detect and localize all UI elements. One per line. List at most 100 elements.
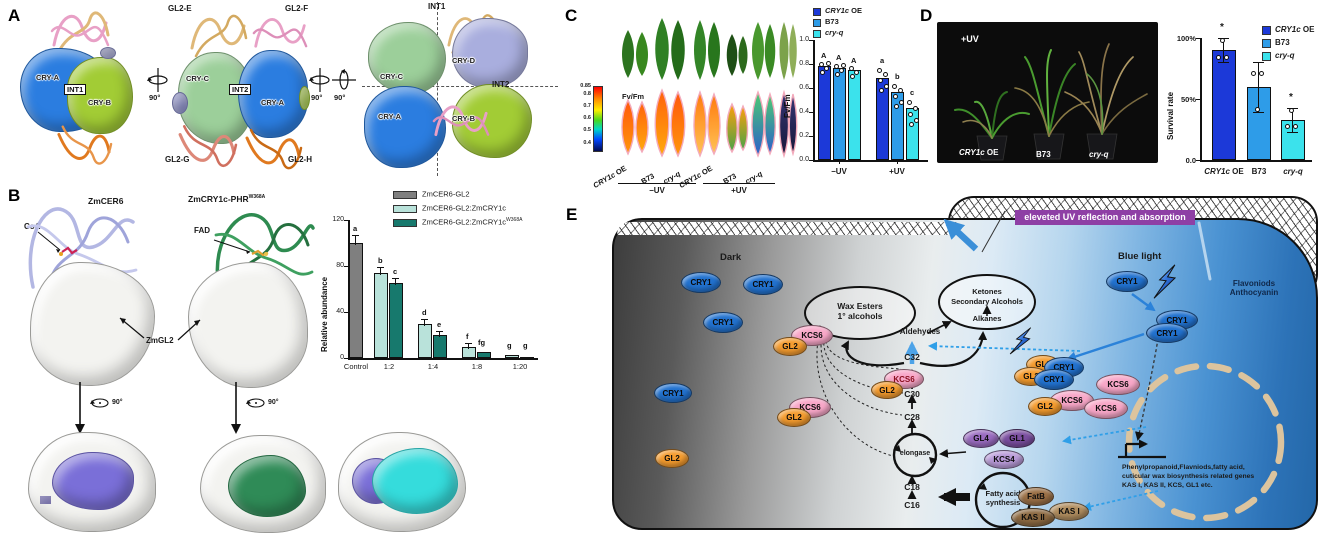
xtick-minusuv: −UV [831,167,847,176]
bar-1-8-light [462,347,476,358]
gl2-oval: GL2 [777,408,811,427]
chart-b-yaxis [348,220,350,358]
panel-e-label: E [566,205,578,224]
gl2-oval: GL2 [655,449,689,468]
ytick: 0.2 [799,132,809,139]
label-gl2-f: GL2-F [285,4,309,13]
fvfm-colorbar [593,86,603,152]
down-arrow [231,382,241,434]
ytick: 40 [336,308,344,315]
sig-letter: d [422,308,427,317]
bar-1-4-dark [433,335,447,358]
legend-label: cry-q [825,28,844,37]
cartoon-pink-v3 [432,105,490,137]
footprint-dot [40,496,51,504]
elongase-label: elongase [899,450,931,457]
sig-asterisk: * [1289,92,1293,103]
legend-swatch [393,219,417,227]
label-int2-v3: INT2 [492,80,510,89]
alkanes-label: Alkanes [972,314,1002,323]
legend-swatch [393,205,417,213]
photo-plant-label: cry-q [1089,150,1109,159]
sig-asterisk: * [1220,22,1224,33]
sig-letter: c [910,88,915,97]
surface-zmgl2-left [30,262,155,386]
cry1-oval: CRY1 [703,312,743,333]
fatb-oval: FatB [1018,487,1054,506]
rotate-axis-icon [332,69,356,90]
surface-purple-bit [172,92,188,114]
footprint-patch-cer6 [52,452,134,510]
sig-letter: g [523,341,528,350]
gl2-oval: GL2 [773,337,807,356]
kcs6-oval: KCS6 [1096,374,1140,395]
label-int1-v3: INT1 [428,2,446,11]
ytick: 0.0 [1185,156,1196,165]
xtick-plusuv: +UV [889,167,905,176]
label-zmcer6: ZmCER6 [88,196,124,206]
kas1-oval: KAS I [1049,502,1089,521]
label-cry-b-v3: CRY-B [452,114,476,123]
cry1-oval: CRY1 [654,383,692,403]
crosshair-horizontal [362,86,558,87]
aldehydes-label: Aldehydes [899,327,941,336]
chart-b-xaxis [348,358,538,360]
c18-label: C18 [904,482,920,492]
legend-label: ZmCER6-GL2:ZmCRY1cW368A [422,217,523,227]
fvfm-image-label: Fv/Fm [622,92,645,101]
label-cry-a: CRY-A [36,73,60,82]
secondary-alcohols-label: Secondary Alcohols [951,297,1023,306]
bar-minusuv-cryq [848,70,861,160]
gl1-oval: GL1 [999,429,1035,448]
legend-label: B73 [825,17,839,26]
sig-letter: A [851,56,857,65]
xtick: 1:8 [471,362,483,371]
chart-c-ylabel: Fv/Fm [783,94,792,118]
rotate-icon [246,398,265,408]
label-cry-b: CRY-B [88,98,112,107]
cartoon-pink-tan [50,11,110,55]
xtick: 1:2 [383,362,395,371]
bar-1-20-dark [520,357,534,359]
xtick: B73 [1251,167,1267,176]
footprint-patch-cyan [372,448,458,514]
leaf-photo [622,18,797,80]
bar-survival-b73 [1247,87,1271,160]
fatty-acid-synthesis-label: Fatty acid synthesis [985,489,1021,507]
rotate-icon [90,398,109,408]
rotation-degree: 90° [149,93,161,102]
gl2-oval: GL2 [871,381,903,399]
label-zmcry1c-phr: ZmCRY1c-PHRW368A [188,194,266,204]
sig-letter: b [378,256,383,265]
xtick: 1:4 [427,362,439,371]
surface-lavender-bit [100,47,116,59]
bar-survival-cry1coe [1212,50,1236,160]
down-arrow [75,382,85,434]
bar-control [349,243,363,358]
rotation-degree: 90° [112,399,123,406]
colorbar-tick: 0.4 [583,140,591,146]
cry1-complex-oval: CRY1 [1034,369,1074,390]
cartoon-salmon [178,125,238,167]
cartoon-orange [57,125,113,165]
wax-esters-label: Wax Esters 1° alcohols [837,301,883,321]
group-label-minus-uv: −UV [649,186,665,195]
bar-plusuv-b73 [891,92,904,160]
ytick: 1.0 [799,36,809,43]
cry1-oval: CRY1 [1106,271,1148,292]
legend-label: cry-q [1275,51,1295,60]
label-gl2-h: GL2-H [288,155,312,164]
colorbar-tick: 0.7 [583,103,591,109]
flavoniods-label: Flavoniods Anthocyanin [1229,279,1279,297]
kcs6-oval: KCS6 [1084,398,1128,419]
rotation-degree: 90° [311,93,323,102]
label-fad: FAD [194,226,210,235]
group-label-plus-uv: +UV [731,186,747,195]
bar-1-2-light [374,273,388,358]
kas2-oval: KAS II [1011,508,1055,527]
legend-swatch [393,191,417,199]
plant-photo: +UV CRY1c OE B73 cry-q [937,22,1158,163]
label-cry-a2: CRY-A [261,98,285,107]
legend-label: ZmCER6-GL2 [422,189,470,199]
